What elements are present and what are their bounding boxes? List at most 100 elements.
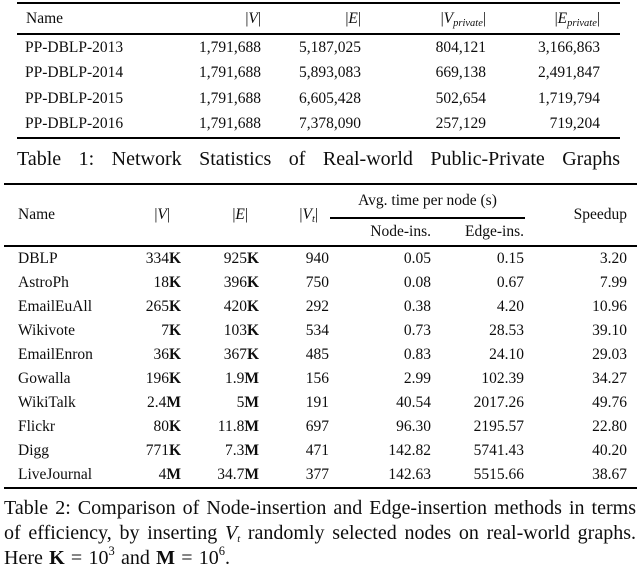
table-row: Flickr 80K 11.8M 697 96.30 2195.57 22.80 [4, 415, 637, 439]
value-cell: 1,719,794 [538, 89, 600, 107]
table-row: LiveJournal 4M 34.7M 377 142.63 5515.66 38.67 [4, 463, 637, 488]
row-name-cell: PP-DBLP-2016 [25, 115, 124, 133]
value-cell: 0.05 [330, 245, 432, 271]
value-cell: 534 [305, 322, 329, 339]
table-row: PP-DBLP-2014 1,791,688 5,893,083 669,138 2,4… [17, 61, 620, 87]
value-cell: 0.08 [403, 274, 431, 291]
table2-caption: Table 2: Comparison of Node-insertion an… [4, 497, 637, 569]
col-header-node-insertion: Node-ins. [370, 223, 431, 240]
value-cell: 142.82 [388, 442, 431, 459]
row-name-cell: Gowalla [18, 370, 71, 387]
col-header-v-private: |Vprivate| [362, 3, 487, 35]
value-cell: 40.54 [396, 394, 431, 411]
value-cell: 1,791,688 [199, 64, 261, 82]
value-cell: 1.9M [224, 370, 259, 387]
table-row: WikiTalk 2.4M 5M 191 40.54 2017.26 49.76 [4, 391, 637, 415]
value-cell: 0.67 [496, 274, 524, 291]
value-cell: 420K [223, 298, 259, 315]
value-cell: 7K [161, 322, 181, 339]
value-cell: 22.80 [592, 418, 627, 435]
col-header-v: |V| [167, 3, 262, 35]
value-cell: 265K [145, 298, 181, 315]
col-header-e: |E| [262, 3, 362, 35]
value-cell: 2,491,847 [538, 64, 600, 82]
value-cell: 3,166,863 [538, 38, 600, 56]
row-name-cell: Digg [18, 442, 49, 459]
value-cell: 34.7M [217, 466, 259, 483]
table1-header-row: Name |V| |E| |Vprivate| |Eprivate| [17, 3, 620, 35]
value-cell: 6,605,428 [299, 89, 361, 107]
col-group-header-avg-time: Avg. time per node (s) [330, 184, 525, 219]
col-header-name: Name [17, 3, 167, 35]
value-cell: 0.73 [403, 322, 431, 339]
value-cell: 1,791,688 [199, 115, 261, 133]
value-cell: 2195.57 [473, 418, 524, 435]
value-cell: 485 [305, 346, 329, 363]
table2-header-row-2: Node-ins. Edge-ins. [4, 218, 637, 246]
value-cell: 11.8M [217, 418, 259, 435]
col-header-vt: |Vt| [299, 206, 318, 225]
table-row: PP-DBLP-2016 1,791,688 7,378,090 257,129 719… [17, 112, 620, 139]
value-cell: 80K [153, 418, 181, 435]
value-cell: 940 [260, 245, 330, 271]
value-cell: 18K [153, 274, 181, 291]
value-cell: 29.03 [592, 346, 627, 363]
row-name-cell: PP-DBLP-2015 [25, 89, 124, 107]
table-row: Digg 771K 7.3M 471 142.82 5741.43 40.20 [4, 439, 637, 463]
value-cell: 669,138 [435, 64, 486, 82]
value-cell: 334K [94, 245, 182, 271]
value-cell: 2.4M [146, 394, 181, 411]
value-cell: 719,204 [549, 115, 600, 133]
row-name-cell: Flickr [18, 418, 56, 435]
value-cell: 5515.66 [473, 466, 524, 483]
value-cell: 7.99 [599, 274, 627, 291]
value-cell: 34.27 [592, 370, 627, 387]
value-cell: 5,187,025 [299, 38, 361, 56]
value-cell: 1,791,688 [199, 89, 261, 107]
table1-network-statistics: Name |V| |E| |Vprivate| |Eprivate| PP-DB… [17, 2, 620, 139]
row-name-cell: PP-DBLP-2014 [25, 64, 124, 82]
value-cell: 7,378,090 [299, 115, 361, 133]
col-header-speedup: Speedup [573, 206, 627, 223]
value-cell: 3.20 [525, 245, 637, 271]
value-cell: 0.38 [403, 298, 431, 315]
value-cell: 102.39 [481, 370, 524, 387]
table2-efficiency-comparison: Name |V| |E| |Vt| Avg. time per node (s)… [4, 183, 637, 489]
value-cell: 142.63 [388, 466, 431, 483]
table2-body: DBLP 334K 925K 940 0.05 0.15 3.20 AstroPh 18K 396… [4, 245, 637, 488]
table-row: DBLP 334K 925K 940 0.05 0.15 3.20 [4, 245, 637, 271]
value-cell: 36K [153, 346, 181, 363]
value-cell: 750 [305, 274, 329, 291]
value-cell: 367K [223, 346, 259, 363]
row-name-cell: AstroPh [18, 274, 69, 291]
value-cell: 4.20 [496, 298, 524, 315]
value-cell: 38.67 [592, 466, 627, 483]
col-header-e: |E| [232, 206, 248, 223]
value-cell: 40.20 [592, 442, 627, 459]
value-cell: 5M [236, 394, 259, 411]
row-name-cell: WikiTalk [18, 394, 76, 411]
col-header-v: |V| [154, 206, 170, 223]
value-cell: 7.3M [224, 442, 259, 459]
value-cell: 471 [305, 442, 329, 459]
table-row: Wikivote 7K 103K 534 0.73 28.53 39.10 [4, 319, 637, 343]
table-row: PP-DBLP-2015 1,791,688 6,605,428 502,654 1,7… [17, 86, 620, 112]
value-cell: 804,121 [435, 38, 486, 56]
value-cell: 5,893,083 [299, 64, 361, 82]
table1-body: PP-DBLP-2013 1,791,688 5,187,025 804,121 3,1… [17, 34, 620, 138]
value-cell: 4M [158, 466, 181, 483]
value-cell: 697 [305, 418, 329, 435]
value-cell: 2017.26 [473, 394, 524, 411]
row-name-cell: DBLP [4, 245, 94, 271]
col-header-name: Name [18, 206, 56, 223]
value-cell: 396K [223, 274, 259, 291]
value-cell: 196K [145, 370, 181, 387]
value-cell: 377 [305, 466, 329, 483]
row-name-cell: EmailEnron [18, 346, 93, 363]
value-cell: 39.10 [592, 322, 627, 339]
row-name-cell: Wikivote [18, 322, 76, 339]
table-row: PP-DBLP-2013 1,791,688 5,187,025 804,121 3,1… [17, 34, 620, 61]
value-cell: 292 [305, 298, 329, 315]
table-row: EmailEnron 36K 367K 485 0.83 24.10 29.03 [4, 343, 637, 367]
value-cell: 49.76 [592, 394, 627, 411]
